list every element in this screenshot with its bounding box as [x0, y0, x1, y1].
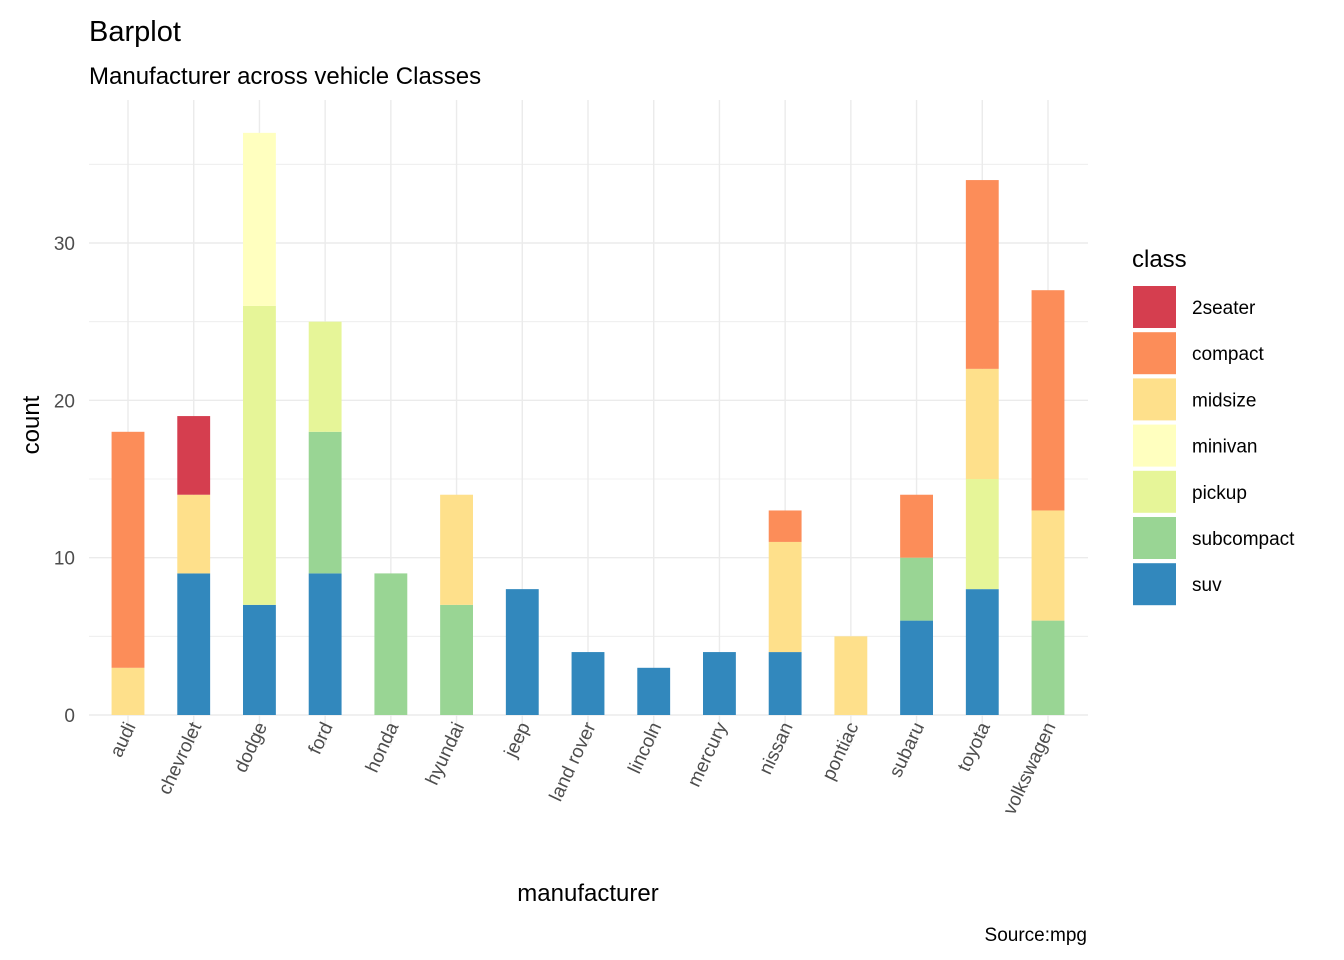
x-tick-label: pontiac [818, 719, 863, 783]
bars [111, 132, 1065, 715]
bar-segment-audi-compact [111, 431, 145, 668]
legend-swatch [1133, 563, 1176, 606]
x-tick-label: subaru [886, 719, 930, 781]
legend-label: pickup [1192, 483, 1247, 504]
x-tick-label: ford [305, 719, 338, 758]
bar-segment-ford-suv [308, 573, 342, 715]
y-tick-label: 10 [54, 549, 75, 570]
chart-caption: Source:mpg [985, 925, 1087, 946]
legend: 2seater compact midsize minivan pickup subcom… [1133, 286, 1295, 606]
x-axis-title: manufacturer [517, 880, 658, 907]
gridlines [89, 100, 1088, 745]
bar-segment-subaru-suv [900, 620, 933, 715]
bar-segment-hyundai-midsize [440, 494, 473, 605]
legend-swatch [1133, 470, 1176, 513]
y-axis-title: count [18, 395, 45, 454]
bar-segment-ford-pickup [308, 321, 342, 432]
legend-item-2seater: 2seater [1133, 286, 1256, 328]
bar-segment-nissan-compact [768, 510, 802, 542]
bar-segment-toyota-midsize [965, 368, 999, 479]
legend-swatch [1133, 332, 1176, 375]
y-axis-ticks: 0 10 20 30 [54, 234, 75, 727]
legend-swatch [1133, 424, 1176, 467]
legend-swatch [1133, 378, 1176, 421]
bar-segment-dodge-pickup [243, 305, 276, 605]
bar-segment-chevrolet-suv [177, 573, 211, 715]
x-tick-label: audi [106, 719, 140, 760]
legend-item-compact: compact [1133, 332, 1265, 375]
x-tick-label: honda [362, 719, 404, 776]
bar-segment-toyota-pickup [965, 479, 999, 590]
bar-segment-land-rover-suv [571, 652, 605, 715]
y-tick-label: 0 [64, 706, 75, 727]
x-tick-label: hyundai [422, 719, 469, 788]
legend-label: suv [1192, 575, 1222, 596]
x-tick-label: volkswagen [1000, 719, 1061, 818]
bar-segment-lincoln-suv [637, 667, 671, 715]
bar-segment-ford-subcompact [308, 431, 342, 574]
bar-segment-nissan-midsize [768, 541, 802, 653]
bar-segment-toyota-suv [965, 589, 999, 715]
bar-segment-nissan-suv [768, 652, 802, 715]
bar-segment-honda-subcompact [374, 573, 408, 715]
y-tick-label: 30 [54, 234, 75, 255]
bar-segment-subaru-subcompact [900, 557, 933, 621]
legend-label: subcompact [1192, 529, 1295, 550]
legend-item-minivan: minivan [1133, 424, 1257, 467]
chart-subtitle: Manufacturer across vehicle Classes [89, 63, 481, 90]
bar-segment-hyundai-subcompact [440, 604, 473, 715]
bar-segment-volkswagen-subcompact [1031, 620, 1065, 715]
legend-item-pickup: pickup [1133, 470, 1247, 513]
y-tick-label: 20 [54, 391, 75, 412]
legend-label: 2seater [1192, 298, 1256, 319]
bar-segment-audi-midsize [111, 667, 145, 715]
bar-segment-dodge-suv [243, 604, 276, 715]
legend-item-midsize: midsize [1133, 378, 1256, 421]
x-axis-ticks: audi chevrolet dodge ford honda hyundai jeep la… [106, 719, 1060, 818]
bar-segment-volkswagen-compact [1031, 290, 1065, 511]
x-tick-label: land rover [546, 719, 601, 805]
legend-label: compact [1192, 344, 1265, 365]
x-tick-label: chevrolet [155, 719, 207, 798]
legend-item-suv: suv [1133, 563, 1222, 606]
x-tick-label: jeep [500, 719, 535, 761]
bar-segment-pontiac-midsize [834, 636, 868, 715]
legend-label: minivan [1192, 437, 1257, 458]
bar-segment-toyota-compact [965, 180, 999, 369]
bar-segment-dodge-minivan [243, 132, 276, 306]
x-tick-label: toyota [954, 719, 995, 775]
legend-label: midsize [1192, 390, 1256, 411]
bar-segment-jeep-suv [505, 589, 539, 715]
legend-title: class [1132, 246, 1187, 273]
legend-swatch [1133, 517, 1176, 559]
chart-title: Barplot [89, 16, 181, 48]
x-tick-label: lincoln [624, 719, 666, 777]
legend-swatch [1133, 286, 1176, 328]
legend-item-subcompact: subcompact [1133, 517, 1295, 559]
bar-segment-subaru-compact [900, 494, 933, 558]
bar-segment-volkswagen-midsize [1031, 510, 1065, 621]
x-tick-label: mercury [684, 719, 732, 791]
x-tick-label: nissan [755, 719, 797, 778]
bar-segment-mercury-suv [703, 652, 736, 715]
bar-segment-chevrolet-2seater [177, 416, 211, 495]
bar-segment-chevrolet-midsize [177, 494, 211, 574]
x-tick-label: dodge [231, 719, 272, 776]
